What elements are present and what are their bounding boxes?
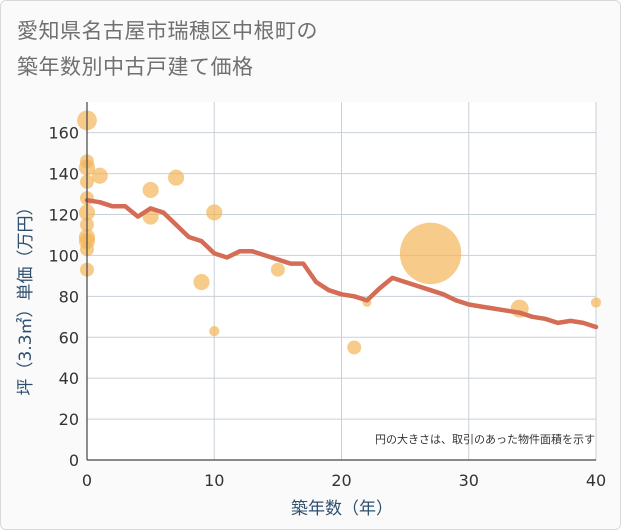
bubble-point [347, 340, 362, 355]
x-tick-label: 0 [82, 471, 92, 490]
y-tick-label: 60 [59, 328, 79, 347]
bubble-point [168, 169, 185, 186]
bubble-point [193, 273, 210, 291]
y-tick-label: 120 [48, 206, 79, 225]
y-tick-label: 160 [48, 124, 79, 143]
x-tick-label: 10 [204, 471, 224, 490]
bubble-point [399, 222, 462, 285]
y-tick-label: 40 [59, 369, 79, 388]
bubble-point [270, 262, 285, 277]
axes: 0 20 40 60 80 100 120 140 160 0 10 20 30 40 [48, 102, 606, 490]
bubble-size-note: 円の大きさは、取引のあった物件面積を示す [375, 432, 595, 446]
trend-series [84, 197, 599, 330]
bubble-point [142, 181, 159, 199]
bubble-point [91, 167, 108, 184]
y-tick-label: 80 [59, 287, 79, 306]
y-axis-title: 坪（3.3㎡）単価（万円） [16, 198, 36, 395]
y-tick-label: 20 [59, 410, 79, 429]
bubble-point [590, 297, 602, 308]
x-tick-label: 40 [586, 471, 606, 490]
grid-lines [86, 102, 597, 461]
x-axis-title: 築年数（年） [291, 499, 393, 519]
bubble-point [206, 204, 223, 221]
x-tick-label: 20 [331, 471, 351, 490]
title-line-1: 愛知県名古屋市瑞穂区中根町の [17, 19, 318, 43]
trend-line [84, 197, 599, 330]
title-line-2: 築年数別中古戸建て価格 [17, 55, 254, 79]
y-tick-label: 100 [48, 246, 79, 265]
x-tick-label: 30 [459, 471, 479, 490]
chart-title: 愛知県名古屋市瑞穂区中根町の 築年数別中古戸建て価格 [17, 13, 318, 85]
y-tick-label: 140 [48, 165, 79, 184]
bubble-point [209, 326, 220, 337]
y-tick-label: 0 [69, 451, 79, 470]
